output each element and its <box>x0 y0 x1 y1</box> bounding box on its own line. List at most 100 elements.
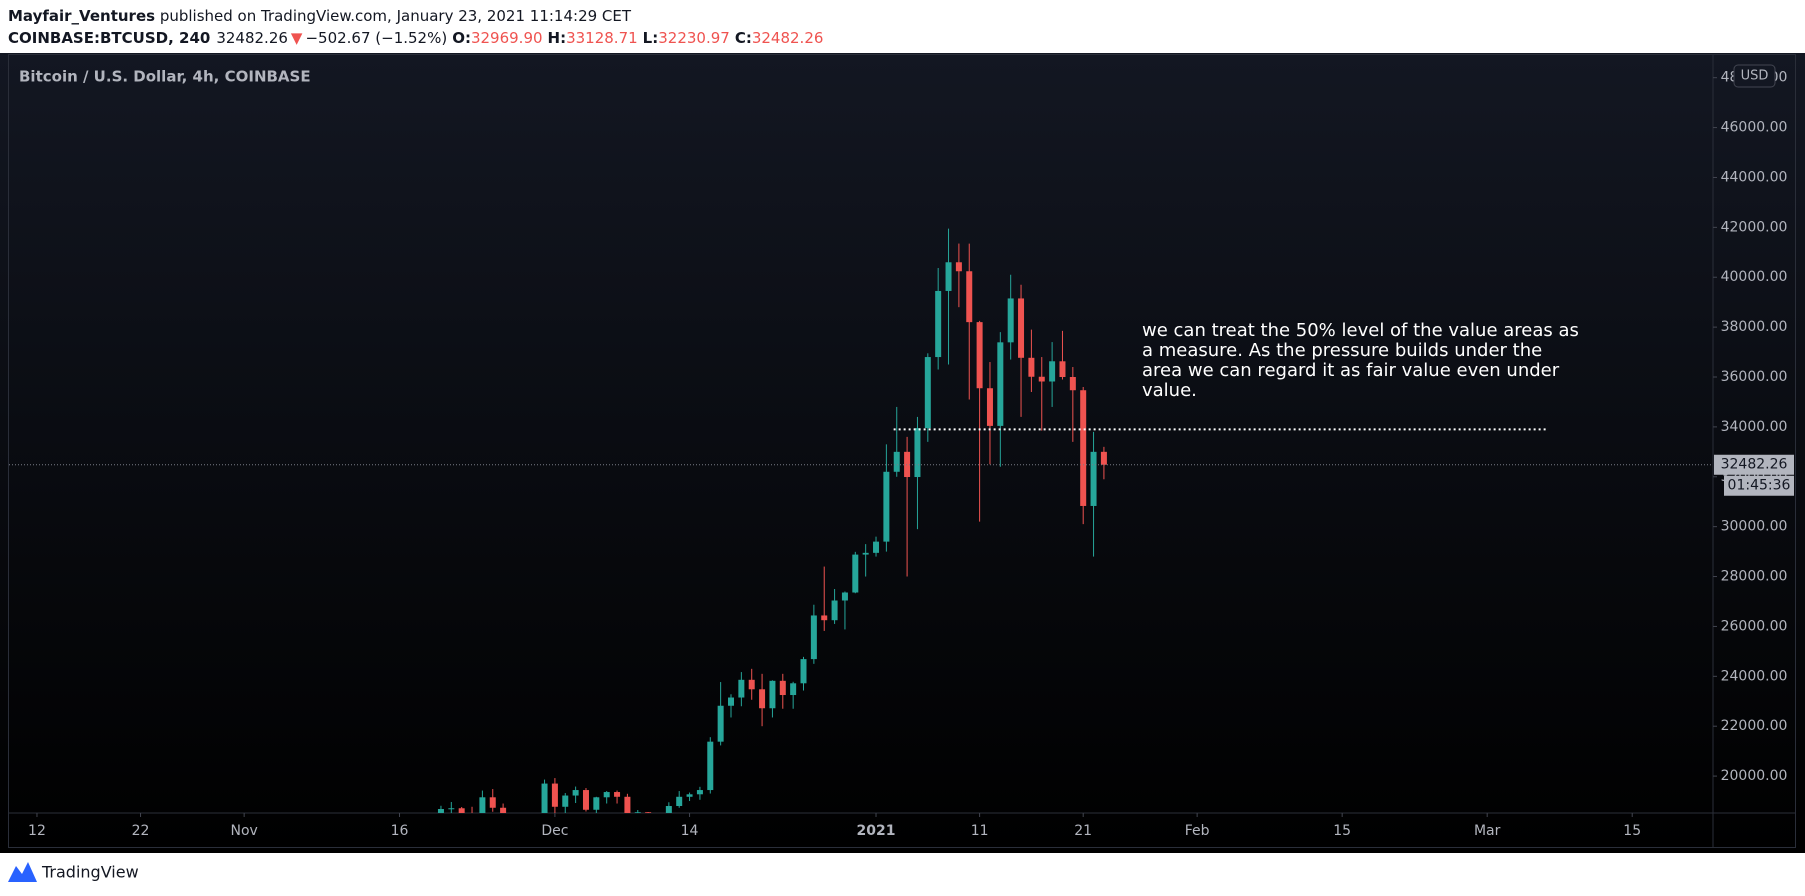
last-price-label: 32482.26 <box>1721 457 1788 473</box>
candle-body <box>614 792 621 797</box>
low-label: L: <box>643 29 659 47</box>
y-tick-label: 38000.00 <box>1721 319 1788 335</box>
footer-logo: TradingView <box>8 862 139 882</box>
countdown: 01:45:36 <box>1728 478 1791 494</box>
candle-body <box>1038 376 1045 382</box>
candle-body <box>593 797 600 810</box>
y-tick-label: 42000.00 <box>1721 219 1788 235</box>
candle-body <box>1069 377 1076 391</box>
change-arrow: ▼ <box>291 29 303 47</box>
candle-body <box>696 790 703 795</box>
x-tick-label: Nov <box>230 823 257 839</box>
logo-icon <box>8 862 37 882</box>
author: Mayfair_Ventures <box>8 7 155 25</box>
last-price-box <box>1714 454 1794 475</box>
y-tick-label: 34000.00 <box>1721 419 1788 435</box>
candle-body <box>893 451 900 472</box>
candle-body <box>645 812 652 813</box>
close-label: C: <box>735 29 752 47</box>
candle-body <box>883 471 890 542</box>
candle-body <box>1080 390 1087 506</box>
candle-body <box>665 806 672 813</box>
y-tick-label: 22000.00 <box>1721 718 1788 734</box>
currency-badge <box>1733 64 1776 88</box>
candle-body <box>727 697 734 706</box>
candle-body <box>769 680 776 709</box>
candle-body <box>852 554 859 593</box>
candle-body <box>976 322 983 389</box>
candle-body <box>1018 298 1025 358</box>
high-label: H: <box>548 29 567 47</box>
chart-border <box>8 54 1796 848</box>
countdown-box <box>1724 475 1794 496</box>
x-tick-label: 16 <box>391 823 409 839</box>
published: published on TradingView.com, January 23… <box>155 7 632 25</box>
y-tick-label: 40000.00 <box>1721 269 1788 285</box>
candle-body <box>489 797 496 808</box>
high: 33128.71 <box>566 29 638 47</box>
candle-body <box>904 451 911 478</box>
candle-body <box>1090 451 1097 506</box>
x-tick-label: 21 <box>1074 823 1092 839</box>
candle-body <box>1059 361 1066 378</box>
chart-background <box>0 53 1805 853</box>
y-tick-label: 20000.00 <box>1721 768 1788 784</box>
x-tick-label: Feb <box>1185 823 1210 839</box>
candle-body <box>603 792 610 798</box>
open-label: O: <box>452 29 471 47</box>
candle-body <box>582 790 589 810</box>
close: 32482.26 <box>752 29 824 47</box>
candle-body <box>997 342 1004 426</box>
candle-body <box>634 812 641 813</box>
y-tick-label: 28000.00 <box>1721 569 1788 585</box>
brand: TradingView <box>41 863 139 882</box>
y-tick-label: 26000.00 <box>1721 618 1788 634</box>
y-tick-label: 24000.00 <box>1721 668 1788 684</box>
x-tick-label: 12 <box>28 823 46 839</box>
header-line-2: COINBASE:BTCUSD, 240 32482.26 ▼ −502.67 (−1… <box>8 29 823 47</box>
candle-body <box>437 809 444 813</box>
x-tick-label: 14 <box>681 823 699 839</box>
candle-body <box>821 615 828 621</box>
candle-body <box>1100 451 1107 465</box>
candle-body <box>562 795 569 807</box>
candle-body <box>810 615 817 660</box>
candle-body <box>1049 361 1056 382</box>
candle-body <box>790 683 797 696</box>
candle-body <box>862 552 869 555</box>
candle-body <box>955 262 962 272</box>
candle-body <box>541 783 548 813</box>
candle-body <box>873 541 880 553</box>
candle-body <box>966 271 973 323</box>
x-tick-label: 15 <box>1623 823 1641 839</box>
candle-body <box>448 808 455 810</box>
x-tick-label: Dec <box>541 823 568 839</box>
y-tick-label: 44000.00 <box>1721 169 1788 185</box>
low: 32230.97 <box>658 29 730 47</box>
candle-body <box>676 796 683 807</box>
candle-body <box>748 679 755 690</box>
x-tick-label: Mar <box>1474 823 1501 839</box>
open: 32969.90 <box>471 29 543 47</box>
y-tick-label: 30000.00 <box>1721 519 1788 535</box>
y-tick-label: 36000.00 <box>1721 369 1788 385</box>
y-tick-label: 46000.00 <box>1721 120 1788 136</box>
candle-body <box>707 741 714 791</box>
candle-body <box>717 705 724 742</box>
annotation-line: value. <box>1142 380 1197 401</box>
candle-body <box>624 796 631 813</box>
candle-body <box>914 428 921 478</box>
plot <box>9 228 1713 813</box>
annotation-line: area we can regard it as fair value even… <box>1142 360 1560 381</box>
x-tick-label: 15 <box>1333 823 1351 839</box>
chart-title: Bitcoin / U.S. Dollar, 4h, COINBASE <box>19 68 311 86</box>
candle-body <box>841 592 848 601</box>
candle-body <box>945 262 952 291</box>
symbol: COINBASE:BTCUSD, 240 <box>8 29 210 47</box>
candle-body <box>479 797 486 813</box>
candle-body <box>831 600 838 621</box>
candle-body <box>935 290 942 358</box>
candle-body <box>759 689 766 709</box>
candle-body <box>779 680 786 696</box>
